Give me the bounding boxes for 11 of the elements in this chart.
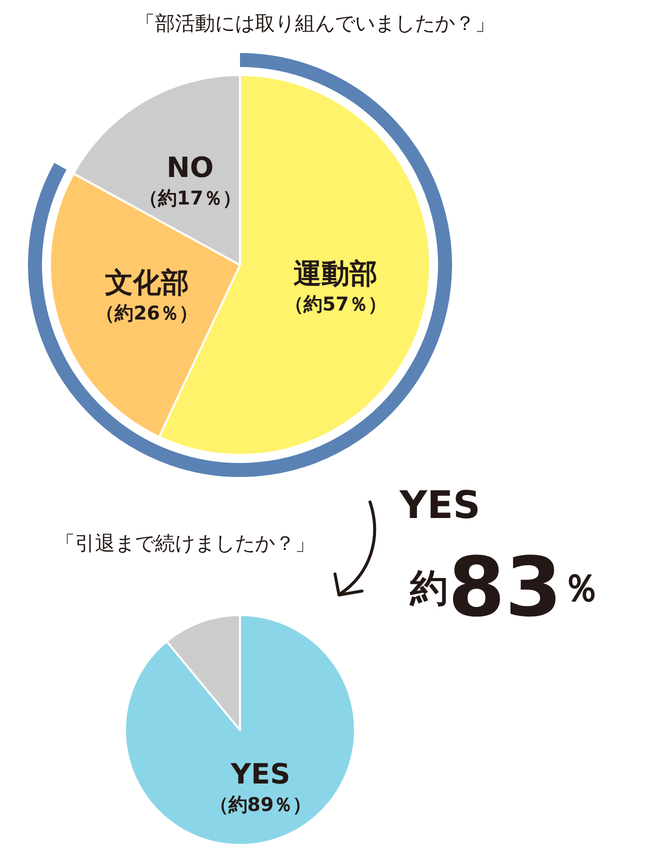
slice-label: 文化部 (104, 266, 189, 299)
chart-title: 「引退まで続けましたか？」 (55, 531, 315, 555)
data-label: （約89％） (209, 794, 312, 816)
text: YES (398, 483, 480, 527)
slice-label: YES (230, 757, 290, 790)
chart-title: 「部活動には取り組んでいましたか？」 (135, 11, 495, 35)
data-label: （約26％） (96, 302, 198, 324)
data-label: （約17％） (138, 188, 242, 210)
slice-label: 運動部 (294, 256, 378, 290)
slice-label: NO (166, 151, 214, 184)
data-label: （約57％） (284, 293, 387, 316)
